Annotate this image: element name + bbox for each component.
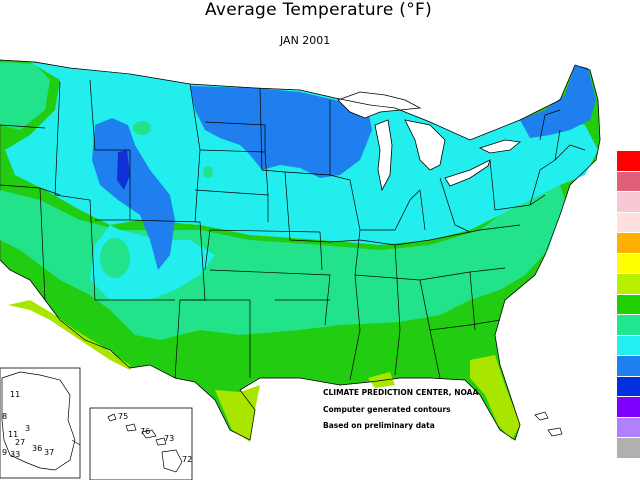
legend-swatch-2 [617, 191, 640, 212]
region-30-35-west [0, 62, 50, 130]
legend-swatch-12 [617, 396, 640, 417]
region-40-45-florida [470, 355, 520, 440]
contour-wyoming [203, 166, 213, 178]
hawaii-label-4: 72 [182, 455, 193, 464]
legend-swatch-13 [617, 416, 640, 437]
legend-swatch-8 [617, 314, 640, 335]
region-20-25-maine [520, 65, 596, 138]
hawaii-label-2: 76 [140, 427, 151, 436]
legend-swatch-6 [617, 273, 640, 294]
lake-ontario [478, 139, 521, 154]
alaska-inset [0, 367, 81, 479]
legend-swatch-5 [617, 252, 640, 273]
region-40-45-california [8, 300, 130, 370]
alaska-label-4: 3 [25, 424, 31, 433]
credit-method: Computer generated contours [323, 405, 451, 414]
hawaii-label-3: 73 [164, 434, 175, 443]
legend-swatch-10 [617, 355, 640, 376]
region-40-45-louisiana [368, 372, 395, 388]
region-40-45-texas [215, 385, 260, 442]
map-title: Average Temperature (°F) [205, 0, 433, 20]
caribbean-islands [534, 411, 563, 437]
contour-utah [100, 238, 130, 278]
alaska-label-5: 27 [15, 438, 26, 447]
state-boundaries [0, 59, 601, 441]
alaska-label-1: 11 [10, 390, 21, 399]
legend-swatch-14 [617, 437, 640, 458]
credit-source: CLIMATE PREDICTION CENTER, NOAA [323, 388, 479, 397]
region-30-35 [0, 185, 565, 340]
region-20-25-dakota [190, 86, 372, 178]
map-subtitle: JAN 2001 [280, 34, 331, 47]
legend-swatch-1 [617, 170, 640, 191]
legend-swatch-11 [617, 375, 640, 396]
legend-swatch-7 [617, 293, 640, 314]
lake-erie [444, 159, 491, 187]
alaska-label-6: 36 [32, 444, 43, 453]
legend-swatch-3 [617, 211, 640, 232]
legend-swatch-9 [617, 334, 640, 355]
lake-michigan [374, 119, 393, 192]
lake-superior [337, 91, 422, 119]
lake-huron [404, 119, 446, 171]
credit-data: Based on preliminary data [323, 421, 435, 430]
legend-swatch-0 [617, 150, 640, 171]
alaska-label-3: 11 [8, 430, 19, 439]
color-legend [617, 150, 640, 458]
contour-idaho [133, 121, 151, 135]
alaska-label-9: 9 [2, 448, 8, 457]
alaska-label-7: 37 [44, 448, 55, 457]
alaska-label-8: 33 [10, 450, 21, 459]
region-20-25-rockies [92, 118, 175, 270]
alaska-label-2: 8 [2, 412, 8, 421]
hawaii-inset [89, 407, 193, 480]
region-15-20 [117, 150, 130, 190]
hawaii-label-1: 75 [118, 412, 129, 421]
legend-swatch-4 [617, 232, 640, 253]
